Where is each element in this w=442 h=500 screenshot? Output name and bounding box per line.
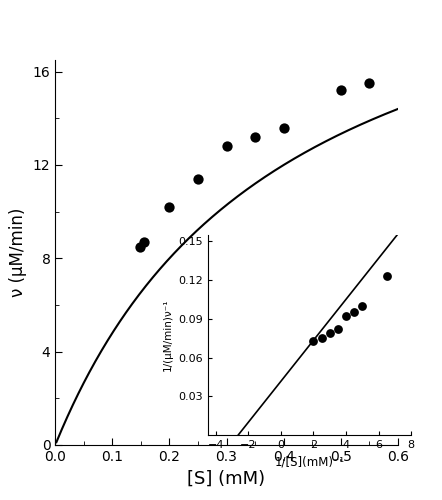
X-axis label: [S] (mM): [S] (mM) <box>187 470 266 488</box>
Point <box>251 133 259 141</box>
Y-axis label: ν (μM/min): ν (μM/min) <box>9 208 27 297</box>
Y-axis label: 1/(μM/min)ν⁻¹: 1/(μM/min)ν⁻¹ <box>163 298 172 371</box>
Point <box>334 325 341 333</box>
Point <box>351 308 358 316</box>
Point <box>140 238 147 246</box>
Point <box>166 203 173 211</box>
Point <box>343 312 350 320</box>
Point <box>136 242 143 250</box>
Point <box>326 329 333 337</box>
Point <box>194 175 202 183</box>
Point <box>337 86 344 94</box>
Point <box>383 272 390 280</box>
Point <box>366 80 373 88</box>
Point <box>318 334 325 342</box>
Point <box>223 142 230 150</box>
Point <box>310 337 317 345</box>
X-axis label: 1/[S](mM)⁻¹: 1/[S](mM)⁻¹ <box>274 456 344 468</box>
Point <box>280 124 287 132</box>
Point <box>359 302 366 310</box>
